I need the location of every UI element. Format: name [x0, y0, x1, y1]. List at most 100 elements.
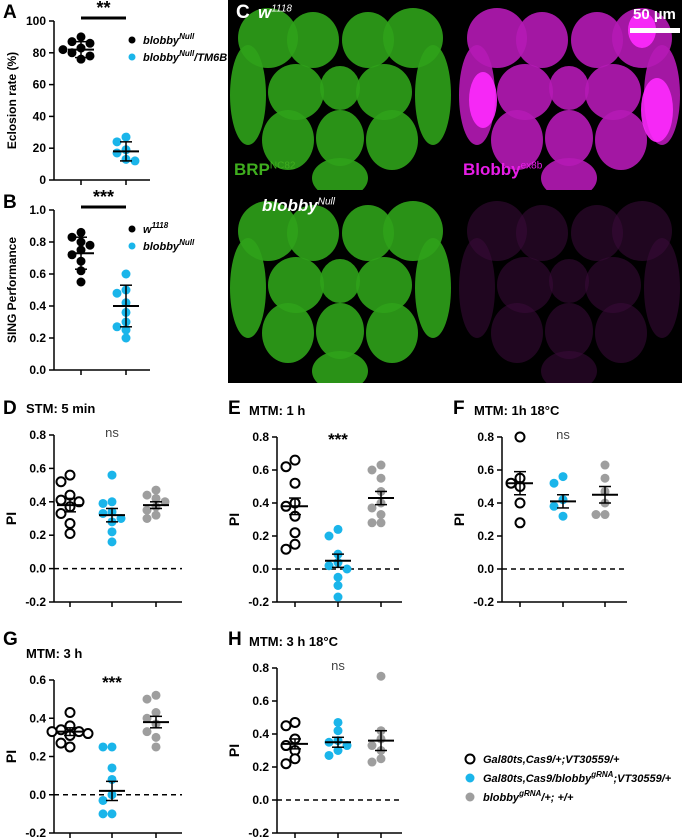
brain-lobe: [497, 64, 553, 120]
y-tick-label: 0.4: [29, 495, 46, 509]
significance-marker: ns: [105, 425, 119, 440]
y-tick-label: 0.0: [29, 363, 46, 377]
brain-lobe: [262, 110, 314, 170]
data-point: [376, 671, 386, 681]
legend-marker: [128, 53, 136, 61]
genotype-legend: Gal80ts,Cas9/+;VT30559/+ Gal80ts,Cas9/blo…: [464, 753, 672, 804]
chart-h: -0.2 0.0 0.2 0.4 0.6 0.8 PI MTM: 3 h 18°C ns: [226, 634, 402, 838]
brain-lobe: [356, 257, 412, 313]
data-point: [85, 240, 95, 250]
brain-lobe: [320, 66, 360, 110]
data-point: [376, 460, 386, 470]
data-point: [367, 465, 377, 475]
brain-lobe: [262, 303, 314, 363]
brain-lobe: [230, 45, 266, 145]
y-tick-label: 80: [33, 46, 47, 60]
data-point: [121, 132, 131, 142]
stain-label-brp: BRPNC82: [234, 160, 296, 179]
brain-lobe: [549, 66, 589, 110]
data-point: [121, 325, 131, 335]
series-2: [367, 460, 394, 528]
series-1: [112, 269, 139, 343]
data-point: [289, 477, 301, 489]
data-point: [98, 742, 108, 752]
brain-lobe: [342, 205, 394, 261]
data-point: [342, 564, 352, 574]
data-point: [55, 507, 67, 519]
data-point: [116, 514, 126, 523]
series-1: [112, 132, 140, 166]
microscopy-panel: w1118 blobbyNull BRPNC82 Blobbyex8b 50 µ…: [228, 0, 682, 383]
y-tick-label: 0.2: [477, 529, 494, 543]
data-point: [151, 510, 161, 520]
y-tick-label: 0.0: [29, 562, 46, 576]
data-point: [558, 511, 568, 521]
legend-label: Gal80ts,Cas9/+;VT30559/+: [483, 754, 620, 766]
chart-title: STM: 5 min: [26, 401, 95, 416]
genotype-label-w1118: w1118: [258, 3, 292, 22]
brain-stain-magenta-bottom: [459, 201, 680, 383]
brain-lobe: [287, 205, 339, 261]
y-tick-label: 0.2: [29, 750, 46, 764]
chart-title: MTM: 3 h: [26, 646, 82, 661]
data-point: [112, 137, 122, 147]
y-axis-label: PI: [226, 744, 242, 757]
brain-lobe: [342, 12, 394, 68]
y-tick-label: 0.4: [29, 299, 46, 313]
brain-lobe: [595, 110, 647, 170]
y-tick-label: 0.6: [29, 461, 46, 475]
series-0: [46, 707, 94, 753]
series-0: [67, 227, 95, 287]
y-tick-label: -0.2: [25, 595, 46, 609]
data-point: [367, 741, 377, 751]
brp-image-null: [228, 193, 453, 383]
data-point: [64, 469, 76, 481]
series-2: [142, 690, 169, 752]
data-point: [591, 510, 601, 520]
data-point: [151, 690, 161, 700]
brain-lobe: [516, 12, 568, 68]
y-tick-label: 1.0: [29, 203, 46, 217]
data-point: [98, 498, 108, 508]
y-tick-label: 0.4: [252, 496, 269, 510]
brain-lobe: [571, 12, 623, 68]
y-tick-label: 60: [33, 78, 47, 92]
data-point: [558, 472, 568, 482]
data-point: [333, 524, 343, 534]
data-point: [64, 707, 76, 719]
legend-label: w1118: [143, 221, 169, 236]
chart-b: 0.0 0.2 0.4 0.6 0.8 1.0 SING Performance *** w11…: [5, 187, 195, 377]
y-tick-label: -0.2: [248, 595, 269, 609]
data-point: [76, 32, 86, 42]
chart-f: -0.2 0.0 0.2 0.4 0.6 0.8 PI MTM: 1h 18°C ns: [451, 403, 627, 609]
series-1: [549, 472, 576, 521]
data-point: [289, 538, 301, 550]
legend-marker: [465, 792, 475, 802]
series-2: [591, 460, 618, 520]
data-point: [600, 510, 610, 520]
data-point: [324, 561, 334, 571]
data-point: [67, 250, 77, 260]
data-point: [107, 809, 117, 819]
brain-lobe: [415, 238, 451, 338]
data-point: [67, 232, 77, 242]
series-2: [142, 485, 170, 523]
brain-lobe: [541, 351, 597, 383]
data-point: [151, 742, 161, 752]
data-point: [64, 518, 76, 530]
panel-letter-c: C: [236, 2, 250, 23]
y-tick-label: 20: [33, 141, 47, 155]
data-point: [98, 508, 108, 518]
scale-bar-label: 50 µm: [633, 6, 676, 23]
brain-lobe: [268, 257, 324, 313]
brain-lobe: [459, 238, 495, 338]
y-tick-label: 100: [26, 14, 46, 28]
data-point: [367, 757, 377, 767]
data-point: [55, 494, 67, 506]
y-tick-label: 0.0: [29, 788, 46, 802]
data-point: [333, 726, 343, 736]
series-0: [280, 454, 308, 555]
data-point: [55, 724, 67, 736]
y-tick-label: 0.2: [252, 760, 269, 774]
